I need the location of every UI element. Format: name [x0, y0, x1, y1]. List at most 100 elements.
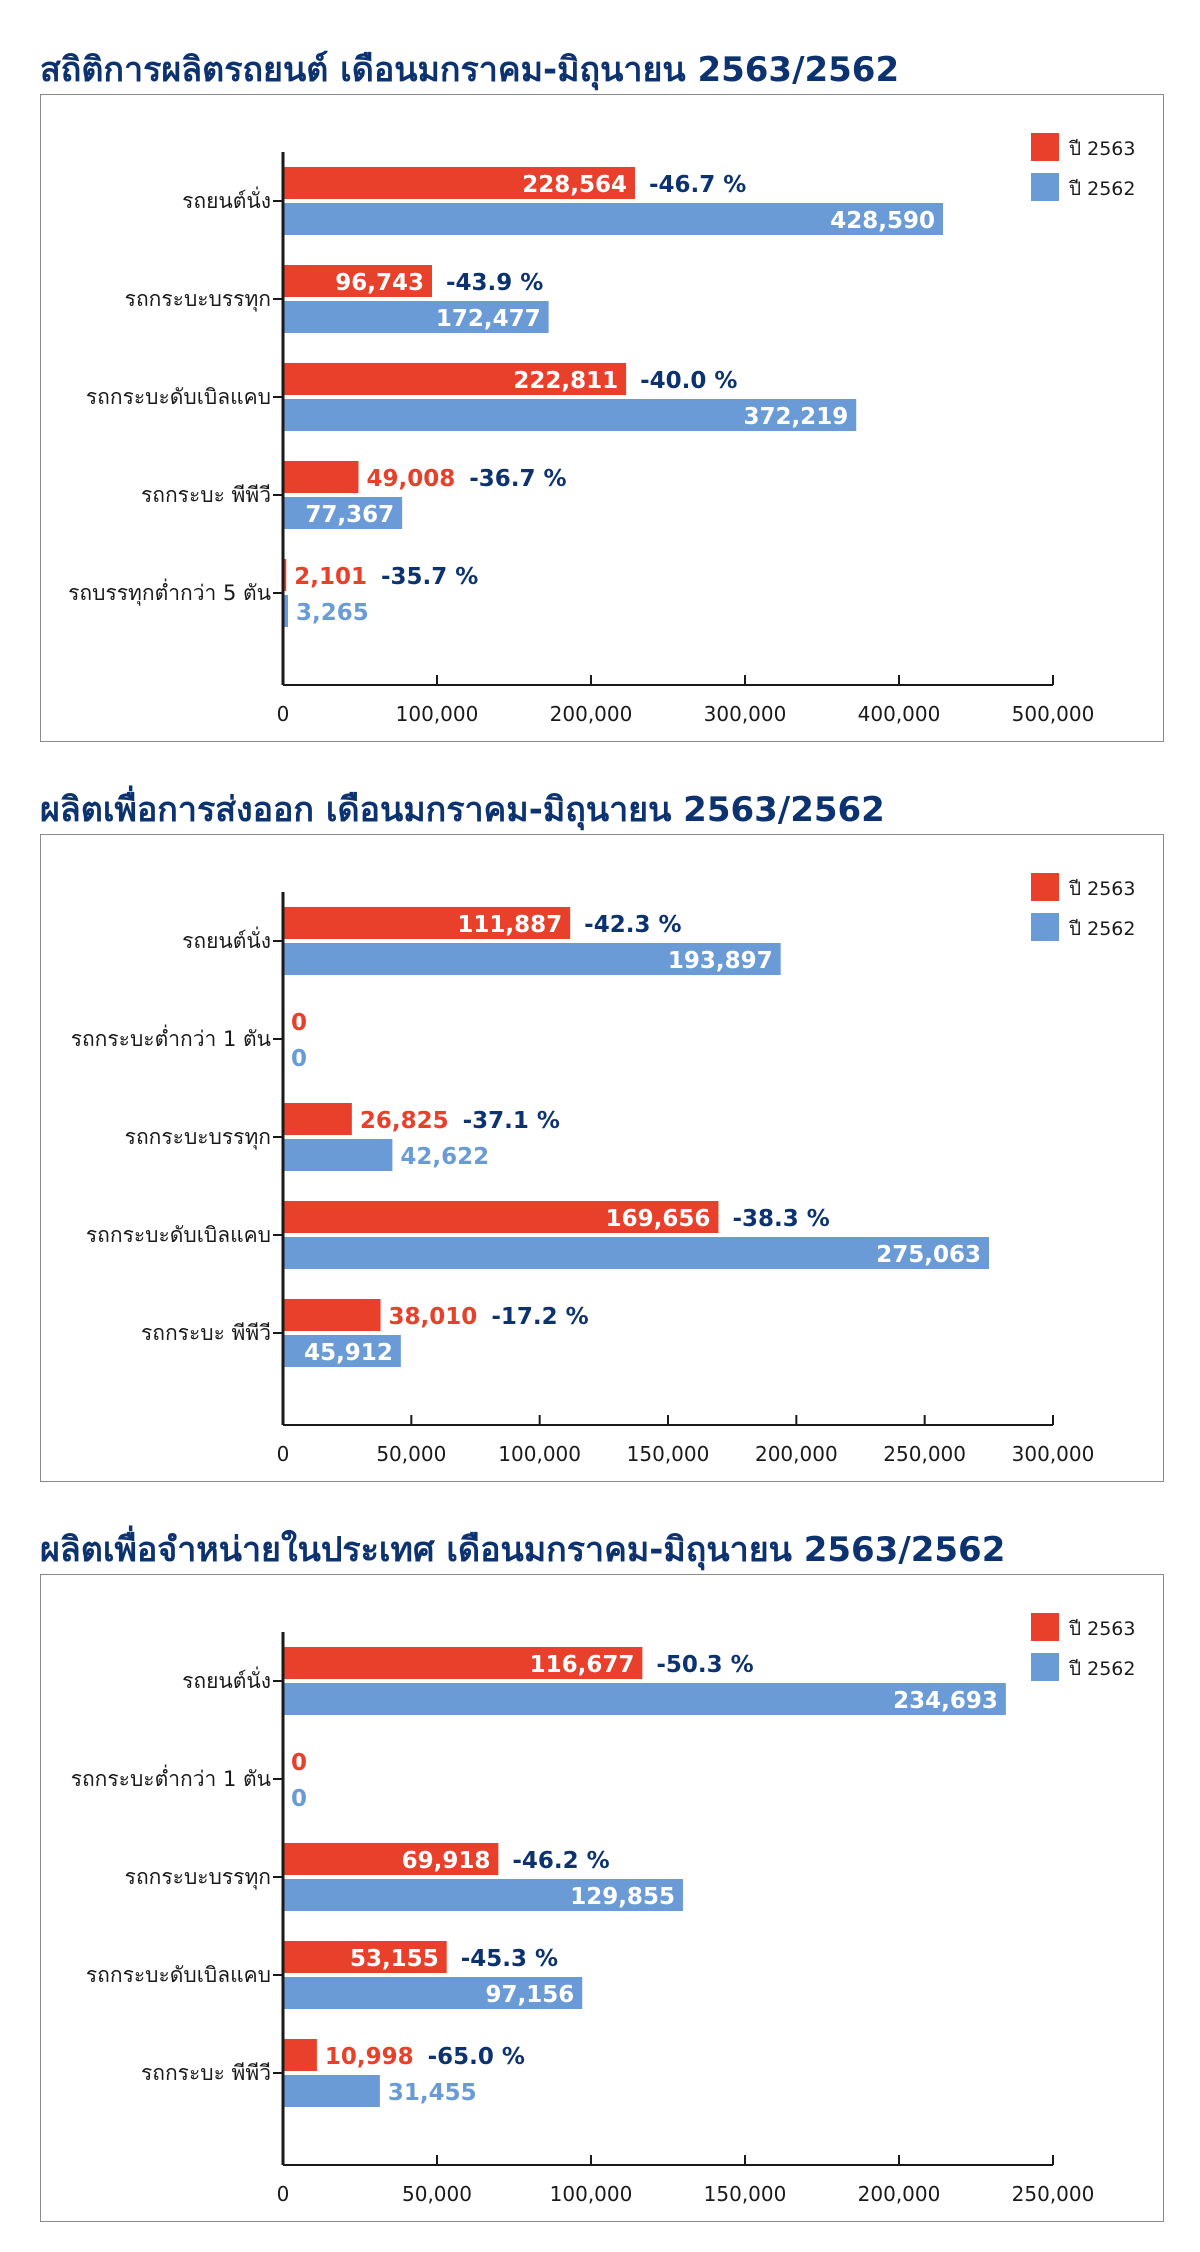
bar-2562 [283, 203, 944, 235]
data-label: 275,063 [876, 1242, 981, 1268]
percent-change-label: -37.1 % [463, 1108, 560, 1134]
x-tick-label: 50,000 [402, 2182, 472, 2206]
legend-label-2: ปี 2562 [1068, 1658, 1135, 1680]
bar-2562 [283, 943, 781, 975]
x-tick-label: 500,000 [1012, 702, 1095, 726]
percent-change-label: -45.3 % [461, 1946, 558, 1972]
bar-2562 [283, 1977, 583, 2009]
percent-change-label: -38.3 % [732, 1206, 829, 1232]
data-label: 0 [291, 1010, 307, 1036]
percent-change-label: -43.9 % [446, 270, 543, 296]
x-tick-label: 0 [277, 702, 290, 726]
x-tick-label: 400,000 [858, 702, 941, 726]
percent-change-label: -46.7 % [649, 172, 746, 198]
x-tick-label: 300,000 [1012, 1442, 1095, 1466]
category-label: รถกระบะ พีพีวี [141, 1321, 271, 1345]
data-label: 10,998 [325, 2044, 414, 2070]
data-label: 31,455 [388, 2080, 477, 2106]
data-label: 234,693 [893, 1688, 998, 1714]
data-label: 2,101 [294, 564, 367, 590]
category-label: รถกระบะ พีพีวี [141, 483, 271, 507]
data-label: 96,743 [335, 270, 424, 296]
bar-2562 [283, 2075, 380, 2107]
bar-chart-3: ปี 2563 ปี 2562 รถยนต์นั่ง 116,677 -50.3 % 23… [71, 1613, 1135, 2206]
category-label: รถยนต์นั่ง [182, 186, 271, 213]
chart-panel-2: ปี 2563 ปี 2562 รถยนต์นั่ง 111,887 -42.3 % 19… [40, 834, 1164, 1482]
chart-title-2: ผลิตเพื่อการส่งออก เดือนมกราคม-มิถุนายน … [40, 790, 885, 830]
data-label: 222,811 [513, 368, 618, 394]
legend-swatch-2 [1031, 1653, 1059, 1681]
category-label: รถกระบะดับเบิลแคบ [86, 385, 271, 409]
legend-swatch-2 [1031, 913, 1059, 941]
bar-2562 [283, 1879, 683, 1911]
bar-2563 [283, 1103, 352, 1135]
bar-2562 [283, 595, 289, 627]
category-label: รถยนต์นั่ง [182, 1666, 271, 1693]
data-label: 42,622 [400, 1144, 489, 1170]
bar-2563 [283, 907, 571, 939]
percent-change-label: -46.2 % [512, 1848, 609, 1874]
chart-section-3: ผลิตเพื่อจำหน่ายในประเทศ เดือนมกราคม-มิถ… [0, 1522, 1200, 2222]
chart-section-1: สถิติการผลิตรถยนต์ เดือนมกราคม-มิถุนายน … [0, 42, 1200, 742]
bar-2562 [283, 1139, 393, 1171]
data-label: 169,656 [606, 1206, 711, 1232]
bar-chart-1: ปี 2563 ปี 2562 รถยนต์นั่ง 228,564 -46.7 % 42… [68, 133, 1135, 726]
bar-2563 [283, 167, 635, 199]
x-tick-label: 150,000 [627, 1442, 710, 1466]
chart-title-3: ผลิตเพื่อจำหน่ายในประเทศ เดือนมกราคม-มิถ… [40, 1530, 1006, 1570]
bar-2563 [283, 1647, 643, 1679]
x-tick-label: 200,000 [858, 2182, 941, 2206]
data-label: 0 [291, 1786, 307, 1812]
category-label: รถกระบะ พีพีวี [141, 2061, 271, 2085]
category-label: รถกระบะดับเบิลแคบ [86, 1963, 271, 1987]
data-label: 45,912 [304, 1340, 393, 1366]
x-tick-label: 0 [277, 1442, 290, 1466]
x-tick-label: 0 [277, 2182, 290, 2206]
bar-2562 [283, 399, 857, 431]
x-tick-label: 250,000 [1012, 2182, 1095, 2206]
data-label: 116,677 [530, 1652, 635, 1678]
legend-label-1: ปี 2563 [1068, 878, 1135, 900]
x-tick-label: 100,000 [498, 1442, 581, 1466]
x-tick-label: 100,000 [550, 2182, 633, 2206]
data-label: 129,855 [570, 1884, 675, 1910]
bar-2562 [283, 1335, 401, 1367]
bar-2562 [283, 497, 403, 529]
chart-panel-1: ปี 2563 ปี 2562 รถยนต์นั่ง 228,564 -46.7 % 42… [40, 94, 1164, 742]
legend-swatch-1 [1031, 133, 1059, 161]
data-label: 0 [291, 1046, 307, 1072]
percent-change-label: -50.3 % [656, 1652, 753, 1678]
bar-chart-2: ปี 2563 ปี 2562 รถยนต์นั่ง 111,887 -42.3 % 19… [71, 873, 1135, 1466]
category-label: รถกระบะบรรทุก [125, 287, 271, 312]
chart-panel-3: ปี 2563 ปี 2562 รถยนต์นั่ง 116,677 -50.3 % 23… [40, 1574, 1164, 2222]
category-label: รถกระบะดับเบิลแคบ [86, 1223, 271, 1247]
bar-2563 [283, 363, 627, 395]
data-label: 26,825 [360, 1108, 449, 1134]
percent-change-label: -42.3 % [584, 912, 681, 938]
data-label: 49,008 [366, 466, 455, 492]
bar-2563 [283, 265, 432, 297]
x-tick-label: 250,000 [883, 1442, 966, 1466]
bar-2563 [283, 1201, 719, 1233]
bar-2563 [283, 559, 287, 591]
x-tick-label: 50,000 [376, 1442, 446, 1466]
chart-section-2: ผลิตเพื่อการส่งออก เดือนมกราคม-มิถุนายน … [0, 782, 1200, 1482]
bar-2562 [283, 1237, 989, 1269]
bar-2562 [283, 1683, 1006, 1715]
x-tick-label: 300,000 [704, 702, 787, 726]
category-label: รถกระบะต่ำกว่า 1 ตัน [71, 1764, 271, 1791]
data-label: 69,918 [402, 1848, 491, 1874]
percent-change-label: -40.0 % [640, 368, 737, 394]
bar-2563 [283, 1843, 499, 1875]
legend-swatch-2 [1031, 173, 1059, 201]
data-label: 0 [291, 1750, 307, 1776]
data-label: 77,367 [305, 502, 394, 528]
legend-swatch-1 [1031, 1613, 1059, 1641]
bar-2563 [283, 461, 359, 493]
legend-label-2: ปี 2562 [1068, 178, 1135, 200]
data-label: 193,897 [668, 948, 773, 974]
data-label: 38,010 [389, 1304, 478, 1330]
category-label: รถยนต์นั่ง [182, 926, 271, 953]
percent-change-label: -35.7 % [381, 564, 478, 590]
percent-change-label: -17.2 % [491, 1304, 588, 1330]
